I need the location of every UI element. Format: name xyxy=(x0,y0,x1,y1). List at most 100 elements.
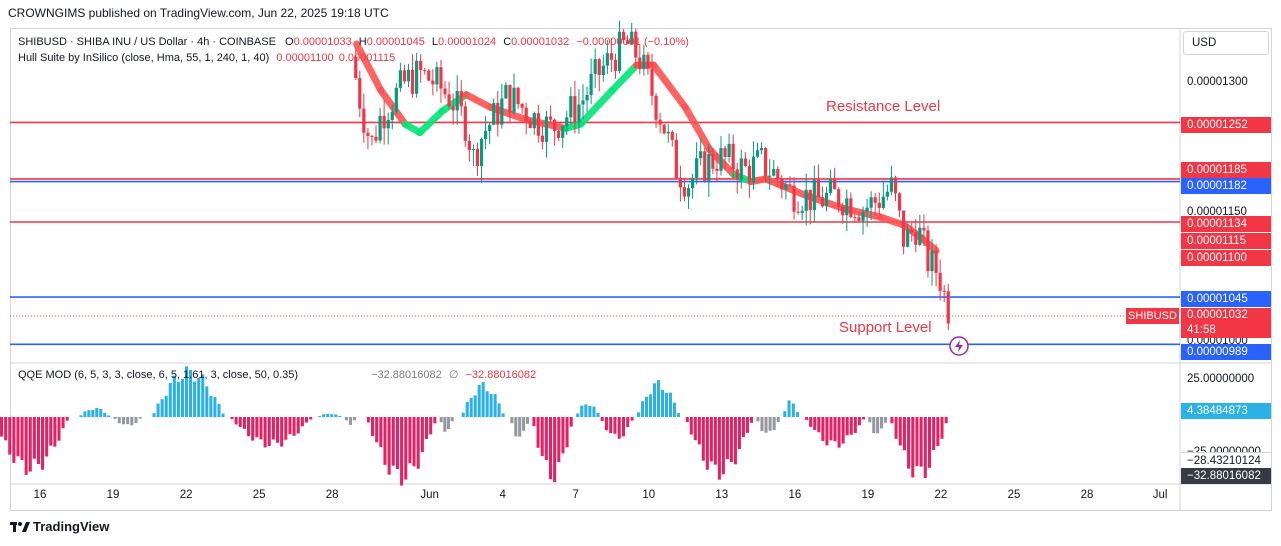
candle-body xyxy=(881,196,885,208)
currency-selector[interactable]: USD xyxy=(1183,31,1269,55)
hull-title: Hull Suite by InSilico (close, Hma, 55, … xyxy=(18,52,270,64)
time-axis[interactable]: 16 19 22 25 28 Jun 4 7 10 13 16 19 22 25 28 Jul xyxy=(0,489,1180,505)
hull-suite-segment xyxy=(650,61,689,111)
qqe-bar xyxy=(113,417,117,419)
candle-body xyxy=(431,80,435,85)
candle-body xyxy=(524,107,528,122)
qqe-bar xyxy=(915,417,919,466)
candle-body xyxy=(861,211,865,221)
candle-body xyxy=(682,187,687,197)
qqe-bar xyxy=(497,403,501,417)
qqe-bar xyxy=(596,412,600,417)
hull-suite-segment xyxy=(462,91,494,111)
qqe-bar xyxy=(318,416,322,418)
candle-body xyxy=(849,198,853,218)
qqe-bar xyxy=(833,417,837,442)
qqe-bar xyxy=(588,406,592,417)
candle-body xyxy=(646,54,650,69)
candle-body xyxy=(548,116,553,120)
qqe-axis-label: 25.00000000 xyxy=(1187,373,1255,385)
candle-body xyxy=(488,124,492,131)
qqe-bar xyxy=(641,401,645,417)
hull-legend[interactable]: Hull Suite by InSilico (close, Hma, 55, … xyxy=(18,52,395,64)
qqe-bar xyxy=(621,417,626,437)
qqe-bar xyxy=(672,402,676,417)
qqe-bar xyxy=(83,411,87,417)
qqe-bar xyxy=(656,380,661,417)
candle-body xyxy=(609,53,614,60)
symbol-legend[interactable]: SHIBUSD · SHIBA INU / US Dollar · 4h · C… xyxy=(18,36,689,48)
candle-body xyxy=(824,193,829,207)
candle-body xyxy=(439,67,443,89)
qqe-empty-icon: ∅ xyxy=(448,369,459,381)
qqe-bar xyxy=(805,417,809,420)
candle-body xyxy=(358,78,362,109)
candle-body xyxy=(528,121,532,129)
qqe-bar xyxy=(536,417,540,448)
qqe-bar xyxy=(352,417,357,421)
candle-body xyxy=(869,197,873,208)
qqe-bar xyxy=(138,417,142,419)
qqe-bar xyxy=(412,417,416,467)
candle-body xyxy=(544,116,549,142)
qqe-bar xyxy=(637,412,641,417)
candle-body xyxy=(877,202,881,208)
qqe-bar xyxy=(764,417,768,433)
qqe-bar xyxy=(489,394,493,417)
candle-body xyxy=(630,31,634,44)
qqe-bar xyxy=(344,417,348,421)
candle-body xyxy=(711,154,715,169)
candle-body xyxy=(800,210,804,213)
time-axis-label: 16 xyxy=(33,489,47,501)
qqe-bar xyxy=(251,417,255,441)
candle-body xyxy=(561,125,565,138)
candle-body xyxy=(617,31,622,71)
time-axis-label: 10 xyxy=(642,489,656,501)
qqe-bar xyxy=(817,417,821,433)
support-tag: 0.00001182 xyxy=(1181,178,1271,194)
qqe-bar xyxy=(461,412,465,417)
qqe-bar xyxy=(217,403,221,417)
tradingview-logo[interactable]: TradingView xyxy=(10,519,109,536)
qqe-bar xyxy=(580,405,584,417)
qqe-bar xyxy=(209,395,213,417)
qqe-bar xyxy=(322,414,326,417)
qqe-bar xyxy=(923,417,927,478)
qqe-legend[interactable]: QQE MOD (6, 5, 3, 3, close, 6, 5, 1.61, … xyxy=(18,368,536,381)
time-axis-label: 25 xyxy=(1007,489,1021,501)
qqe-bar xyxy=(300,417,304,427)
qqe-bar xyxy=(420,417,424,453)
qqe-bar xyxy=(400,417,404,486)
candle-body xyxy=(536,113,540,136)
chart-frame[interactable] xyxy=(10,28,1272,511)
qqe-bar xyxy=(255,417,259,438)
candle-body xyxy=(808,189,812,211)
qqe-bar xyxy=(693,417,697,441)
time-axis-label: 22 xyxy=(934,489,948,501)
candle-body xyxy=(666,131,670,134)
qqe-bar xyxy=(429,417,433,435)
qqe-bar xyxy=(230,417,234,420)
qqe-bar xyxy=(465,402,469,417)
qqe-bar xyxy=(267,417,271,447)
candle-body xyxy=(670,131,674,140)
qqe-bar xyxy=(433,417,437,424)
qqe-bar xyxy=(130,417,134,426)
candle-body xyxy=(402,70,407,82)
low-label: L xyxy=(431,36,439,48)
qqe-bar xyxy=(259,417,263,440)
time-axis-label: 28 xyxy=(1080,489,1094,501)
resistance-tag: 0.00001134 xyxy=(1181,216,1271,232)
qqe-bar xyxy=(652,383,657,417)
candle-body xyxy=(557,130,561,138)
qqe-bar xyxy=(829,417,833,441)
qqe-bar xyxy=(91,410,95,417)
candle-body xyxy=(751,156,756,183)
qqe-bar xyxy=(944,417,948,424)
qqe-bar xyxy=(485,391,489,417)
qqe-bar xyxy=(473,395,477,417)
candle-body xyxy=(934,250,938,273)
qqe-bar xyxy=(276,417,280,443)
qqe-bar xyxy=(53,417,57,447)
